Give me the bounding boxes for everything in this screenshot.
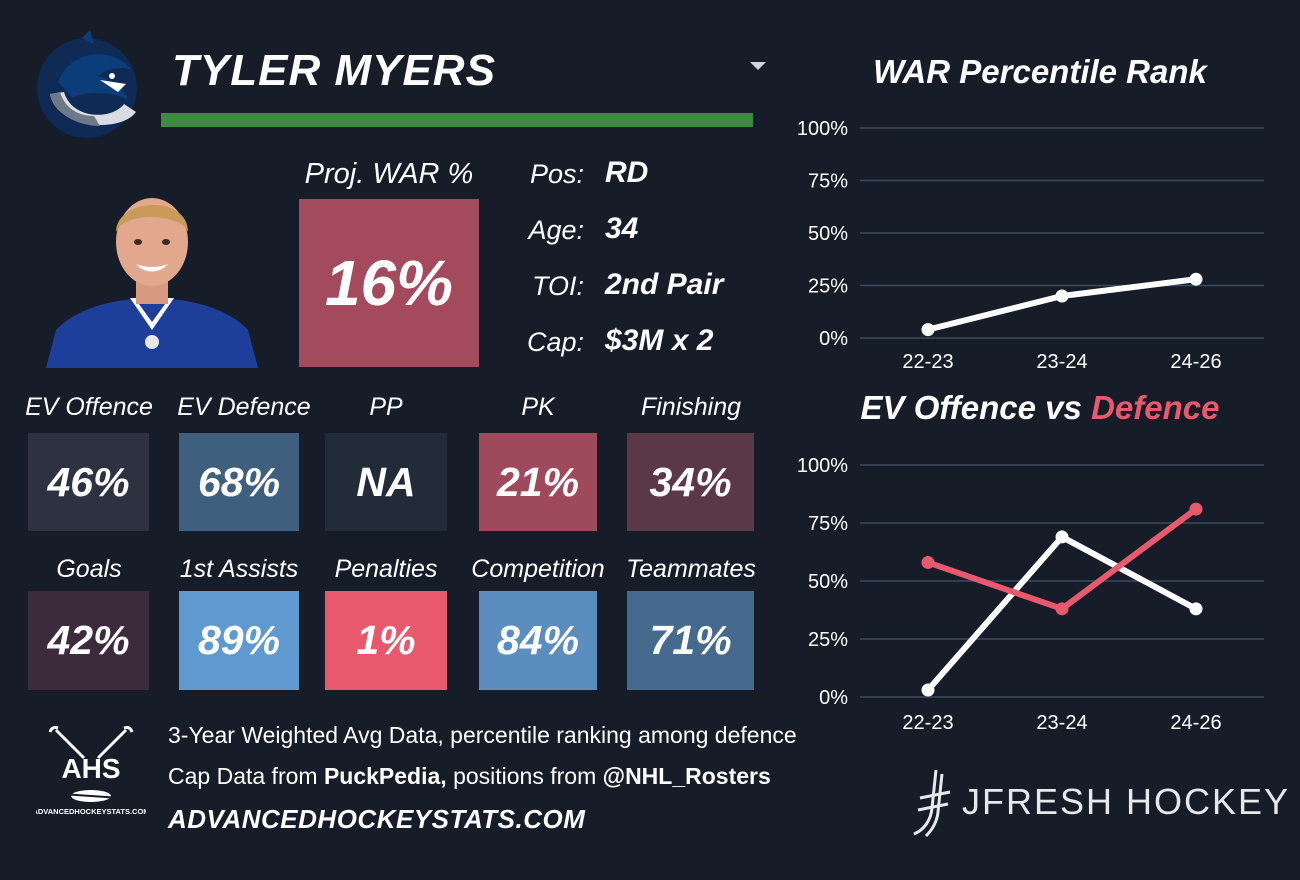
ev-chart-ytick-label: 25% <box>808 629 848 651</box>
war-chart-xtick-label: 22-23 <box>902 351 953 373</box>
metric-tile-pp: NA <box>325 433 447 531</box>
ev-chart-xtick-label: 22-23 <box>902 712 953 734</box>
chart-war-title: WAR Percentile Rank <box>873 53 1207 90</box>
ev-chart-series-1-point <box>921 555 935 569</box>
war-chart-xtick-label: 23-24 <box>1036 351 1087 373</box>
metric-tile-ev-defence: 68% <box>179 433 299 531</box>
metric-tile-pk: 21% <box>479 433 597 531</box>
nhl-rosters-link[interactable]: @NHL_Rosters <box>602 763 771 789</box>
war-chart-series-0-point <box>1189 272 1203 286</box>
bio-value-cap: $3M x 2 <box>605 324 714 357</box>
ev-chart-series-1-line <box>925 506 1199 612</box>
ev-chart-series-0-point <box>1055 530 1069 544</box>
metric-label-1st-assists: 1st Assists <box>179 555 299 583</box>
ev-chart-ytick-label: 100% <box>797 455 848 477</box>
bio-value-age: 34 <box>605 212 639 245</box>
metric-tile-goals: 42% <box>28 591 149 690</box>
metric-label-finishing: Finishing <box>640 393 742 421</box>
footer-sources-prefix: Cap Data from <box>168 763 324 789</box>
metric-tile-teammates: 71% <box>627 591 754 690</box>
metric-label-pk: PK <box>521 393 555 421</box>
war-chart-ytick-label: 0% <box>819 328 848 350</box>
war-chart-ytick-label: 50% <box>808 223 848 245</box>
projection-label: Proj. WAR % <box>304 158 474 190</box>
ev-chart-series-0-point <box>921 683 935 697</box>
chart-ev-title-part2: Defence <box>1091 389 1220 426</box>
bio-label-toi: TOI: <box>531 271 584 301</box>
metric-label-teammates: Teammates <box>626 555 756 583</box>
ev-chart-series-0-point <box>1189 602 1203 616</box>
player-photo <box>46 198 258 368</box>
ahs-logo-text: AHS <box>61 753 120 784</box>
footer-note: 3-Year Weighted Avg Data, percentile ran… <box>168 722 797 748</box>
metric-tile-ev-offence: 46% <box>28 433 149 531</box>
bio-value-pos: RD <box>605 156 649 189</box>
ev-chart-series-1-point <box>1189 502 1203 516</box>
war-chart-xtick-label: 24-26 <box>1170 351 1221 373</box>
bio-value-toi: 2nd Pair <box>605 268 724 301</box>
metric-label-pp: PP <box>369 393 403 421</box>
chart-war-percentile: 100% 75% 50% 25% 0% 22-23 23-24 24-26 <box>797 118 1264 373</box>
jfresh-brand: JFRESH HOCKEY <box>962 781 1291 822</box>
ahs-logo-subtext: ADVANCEDHOCKEYSTATS.COM <box>36 807 146 816</box>
chart-ev-offence-defence: 100% 75% 50% 25% 0% 22-23 23-24 24-26 <box>797 455 1264 734</box>
metric-tile-finishing: 34% <box>627 433 754 531</box>
jfresh-logo-icon <box>913 769 951 838</box>
metric-label-goals: Goals <box>56 555 122 583</box>
player-name: TYLER MYERS <box>172 46 496 95</box>
ev-chart-ytick-label: 75% <box>808 513 848 535</box>
dropdown-caret-icon[interactable] <box>750 62 766 70</box>
canucks-logo-icon <box>37 30 137 138</box>
war-chart-ytick-label: 75% <box>808 171 848 193</box>
footer-sources: Cap Data from PuckPedia, positions from … <box>168 761 771 791</box>
ev-chart-ytick-label: 50% <box>808 571 848 593</box>
bio-label-age: Age: <box>528 215 584 245</box>
ev-chart-xtick-label: 24-26 <box>1170 712 1221 734</box>
metric-label-ev-defence: EV Defence <box>177 393 311 421</box>
ev-chart-ytick-label: 0% <box>819 687 848 709</box>
footer-sources-middle: positions from <box>446 763 603 789</box>
puckpedia-link[interactable]: PuckPedia, <box>323 763 447 789</box>
metric-label-ev-offence: EV Offence <box>25 393 153 421</box>
war-chart-ytick-label: 100% <box>797 118 848 140</box>
ev-chart-series-1-point <box>1055 602 1069 616</box>
war-chart-ytick-label: 25% <box>808 276 848 298</box>
war-chart-series-0-line <box>925 276 1199 333</box>
metric-tile-1st-assists: 89% <box>179 591 299 690</box>
name-underline <box>161 113 753 127</box>
bio-label-pos: Pos: <box>529 159 584 189</box>
metric-tile-competition: 84% <box>479 591 597 690</box>
metric-label-competition: Competition <box>471 555 605 583</box>
projection-value: 16% <box>299 199 479 367</box>
war-chart-series-0-point <box>1055 289 1069 303</box>
chart-ev-title: EV Offence vs Defence <box>820 387 1260 429</box>
metric-tile-penalties: 1% <box>325 591 447 690</box>
bio-label-cap: Cap: <box>526 327 584 357</box>
war-chart-series-0-point <box>921 323 935 337</box>
ahs-logo-icon: AHS ADVANCEDHOCKEYSTATS.COM <box>36 726 146 816</box>
site-link[interactable]: ADVANCEDHOCKEYSTATS.COM <box>168 804 586 834</box>
metric-label-penalties: Penalties <box>334 555 438 583</box>
chart-ev-title-part1: EV Offence vs <box>860 389 1092 426</box>
ev-chart-xtick-label: 23-24 <box>1036 712 1087 734</box>
